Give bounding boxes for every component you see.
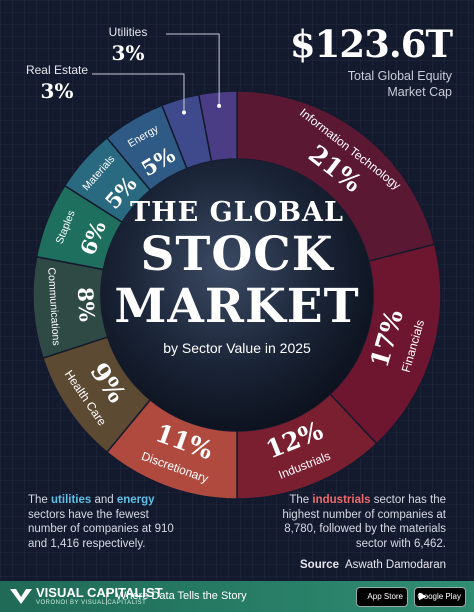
source-name: Aswath Damodaran [345,559,446,571]
brand-name[interactable]: VISUAL CAPITALIST [36,585,163,600]
leader-line-real-estate [92,73,185,113]
percent-label-real-estate: 3% [41,79,74,103]
percent-label-utilities: 3% [112,41,145,65]
leader-line-utilities [166,33,220,106]
title-line-2: STOCK [140,227,334,282]
percent-label-communications: 8% [73,286,100,322]
note-utilities-energy: The utilities and energy sectors have th… [28,494,174,550]
footer-bar: VISUAL CAPITALIST VORONOI BY VISUAL CAPI… [0,581,474,612]
total-market-cap-value: $123.6T [289,22,453,66]
google-play-button[interactable]: ▶ Google Play [414,587,466,607]
footer-divider [106,589,107,605]
chart-subtitle: by Sector Value in 2025 [163,340,311,356]
sector-donut-chart: 21%Information Technology17%Financials12… [26,25,442,500]
highlight-energy: energy [116,494,155,506]
earth-globe [101,159,373,431]
brand-subtitle: VORONOI BY VISUAL CAPITALIST [36,600,147,606]
play-icon: ▶ [419,591,427,602]
note-industrials: The industrials sector has the highest n… [282,494,446,550]
highlight-industrials: industrials [312,494,371,506]
leader-dot-utilities [217,103,222,108]
title-line-3: MARKET [114,279,360,334]
total-market-cap-label: Total Global Equity Market Cap [347,69,452,99]
sector-label-communications: Communications [45,267,62,346]
sector-label-real-estate: Real Estate [26,63,88,77]
voronoi-logo-icon [10,589,32,604]
title-line-1: THE GLOBAL [130,197,344,228]
sector-label-utilities: Utilities [109,25,148,39]
leader-dot-real-estate [181,110,186,115]
highlight-utilities: utilities [51,494,92,506]
source-credit: Source Aswath Damodaran [300,559,446,571]
tagline: Where Data Tells the Story [116,590,247,602]
source-label: Source [300,559,339,571]
app-store-button[interactable]: App Store [356,587,408,607]
